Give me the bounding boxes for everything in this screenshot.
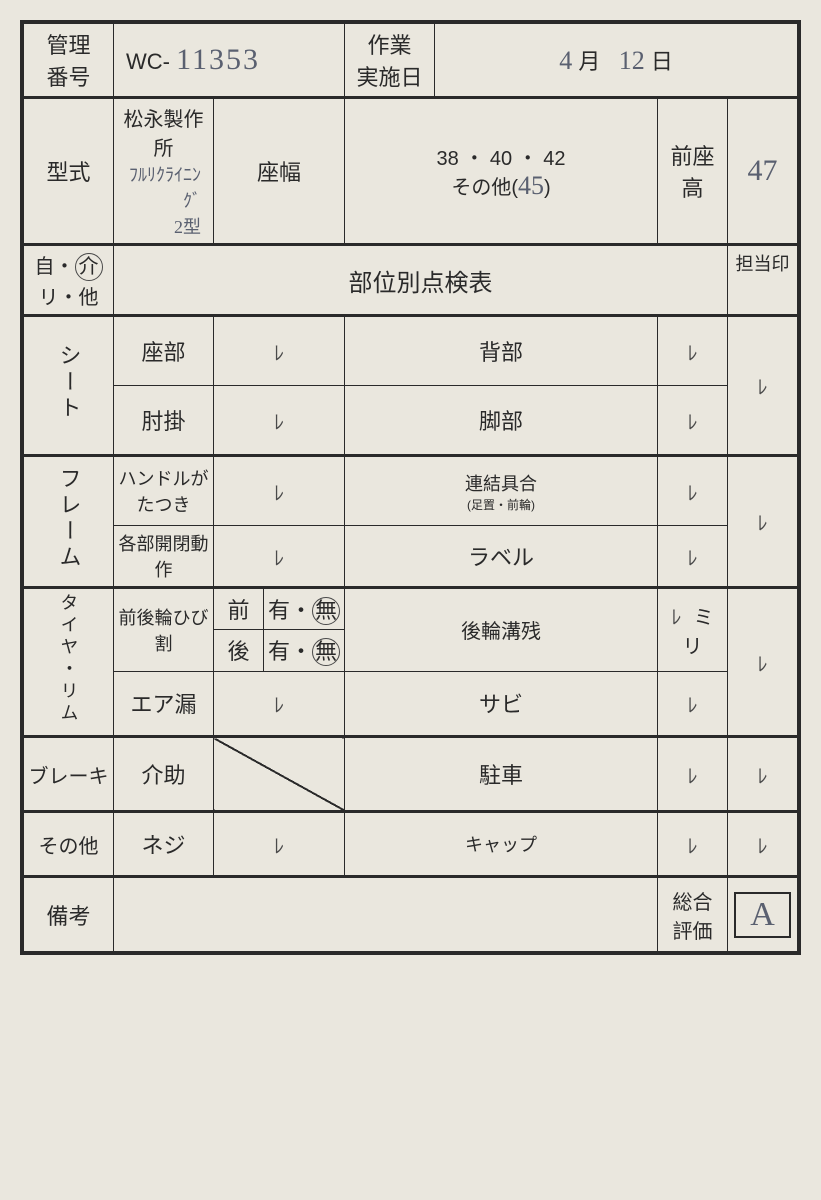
mark-label[interactable]: ﾚ [658, 526, 728, 588]
mark-seat-back[interactable]: ﾚ [658, 316, 728, 386]
date-label: 作業 実施日 [345, 24, 435, 98]
seat-width-cell: 38 ・ 40 ・ 42 その他(45) [345, 98, 658, 245]
item-park-brake: 駐車 [345, 737, 658, 812]
item-crack: 前後輪ひび割 [114, 588, 214, 672]
model-label: 型式 [24, 98, 114, 245]
inspection-sheet: 管理 番号 WC- 11353 作業 実施日 4 月 12 日 型式 松永製作所… [20, 20, 801, 955]
date-cell: 4 月 12 日 [435, 24, 798, 98]
item-screw: ネジ [114, 812, 214, 877]
mark-seat-za[interactable]: ﾚ [214, 316, 345, 386]
mgmt-label: 管理 番号 [24, 24, 114, 98]
stamp-seat[interactable]: ﾚ [728, 316, 798, 456]
seat-width-label: 座幅 [214, 98, 345, 245]
item-assist-brake: 介助 [114, 737, 214, 812]
mgmt-number-cell: WC- 11353 [114, 24, 345, 98]
group-other: その他 [24, 812, 114, 877]
seat-width-other-value[interactable]: 45 [518, 171, 544, 200]
eval-label: 総合 評価 [658, 877, 728, 952]
stamp-frame[interactable]: ﾚ [728, 456, 798, 588]
eval-cell: A [728, 877, 798, 952]
maker: 松永製作所 [118, 103, 209, 161]
mark-handle[interactable]: ﾚ [214, 456, 345, 526]
crack-front-label: 前 [214, 588, 264, 630]
mark-rust[interactable]: ﾚ [658, 671, 728, 736]
item-handle: ハンドルがたつき [114, 456, 214, 526]
day-unit: 日 [651, 49, 673, 74]
group-frame: フレーム [24, 456, 114, 588]
eval-grade[interactable]: A [734, 892, 791, 938]
item-cap: キャップ [345, 812, 658, 877]
mark-joint[interactable]: ﾚ [658, 456, 728, 526]
stamp-other[interactable]: ﾚ [728, 812, 798, 877]
mgmt-number[interactable]: 11353 [176, 43, 260, 76]
mark-park-brake[interactable]: ﾚ [658, 737, 728, 812]
item-air: エア漏 [114, 671, 214, 736]
crack-rear-label: 後 [214, 630, 264, 671]
stamp-brake[interactable]: ﾚ [728, 737, 798, 812]
item-rust: サビ [345, 671, 658, 736]
mark-screw[interactable]: ﾚ [214, 812, 345, 877]
mark-leg[interactable]: ﾚ [658, 386, 728, 456]
type-circled: 介 [75, 253, 103, 281]
maker-cell: 松永製作所 ﾌﾙﾘｸﾗｲﾆﾝｸﾞ 2型 [114, 98, 214, 245]
type-prefix: 自・ [35, 256, 75, 278]
mark-assist-brake[interactable] [214, 737, 345, 812]
item-joint: 連結具合 (足置・前輪) [345, 456, 658, 526]
item-label: ラベル [345, 526, 658, 588]
mark-cap[interactable]: ﾚ [658, 812, 728, 877]
item-seat-back: 背部 [345, 316, 658, 386]
seat-width-other-close: ) [544, 177, 551, 199]
day-value[interactable]: 12 [619, 46, 645, 75]
month-unit: 月 [578, 49, 600, 74]
item-armrest: 肘掛 [114, 386, 214, 456]
group-tire: タイヤ・リム [24, 588, 114, 737]
stamp-tire[interactable]: ﾚ [728, 588, 798, 737]
group-brake: ブレーキ [24, 737, 114, 812]
type-cell: 自・介 リ・他 [24, 245, 114, 316]
stamp-label: 担当印 [728, 245, 798, 316]
seat-width-other-label: その他( [451, 177, 518, 199]
crack-front-value[interactable]: 有・無 [264, 588, 345, 630]
notes-label: 備考 [24, 877, 114, 952]
form-table: 管理 番号 WC- 11353 作業 実施日 4 月 12 日 型式 松永製作所… [23, 23, 798, 952]
model-handwritten[interactable]: ﾌﾙﾘｸﾗｲﾆﾝｸﾞ 2型 [118, 161, 209, 239]
type-suffix: リ・他 [39, 287, 99, 309]
front-height-value[interactable]: 47 [728, 98, 798, 245]
item-leg: 脚部 [345, 386, 658, 456]
month-value[interactable]: 4 [559, 46, 572, 75]
mark-armrest[interactable]: ﾚ [214, 386, 345, 456]
front-height-label: 前座 高 [658, 98, 728, 245]
group-seat: シート [24, 316, 114, 456]
mark-air[interactable]: ﾚ [214, 671, 345, 736]
item-groove: 後輪溝残 [345, 588, 658, 672]
section-title: 部位別点検表 [114, 245, 728, 316]
seat-width-options: 38 ・ 40 ・ 42 [349, 142, 653, 171]
item-openclose: 各部開閉動作 [114, 526, 214, 588]
mark-groove[interactable]: ﾚ ミリ [658, 588, 728, 672]
crack-rear-value[interactable]: 有・無 [264, 630, 345, 671]
notes-cell[interactable] [114, 877, 658, 952]
item-seat-za: 座部 [114, 316, 214, 386]
mgmt-prefix: WC- [126, 49, 170, 74]
mark-openclose[interactable]: ﾚ [214, 526, 345, 588]
